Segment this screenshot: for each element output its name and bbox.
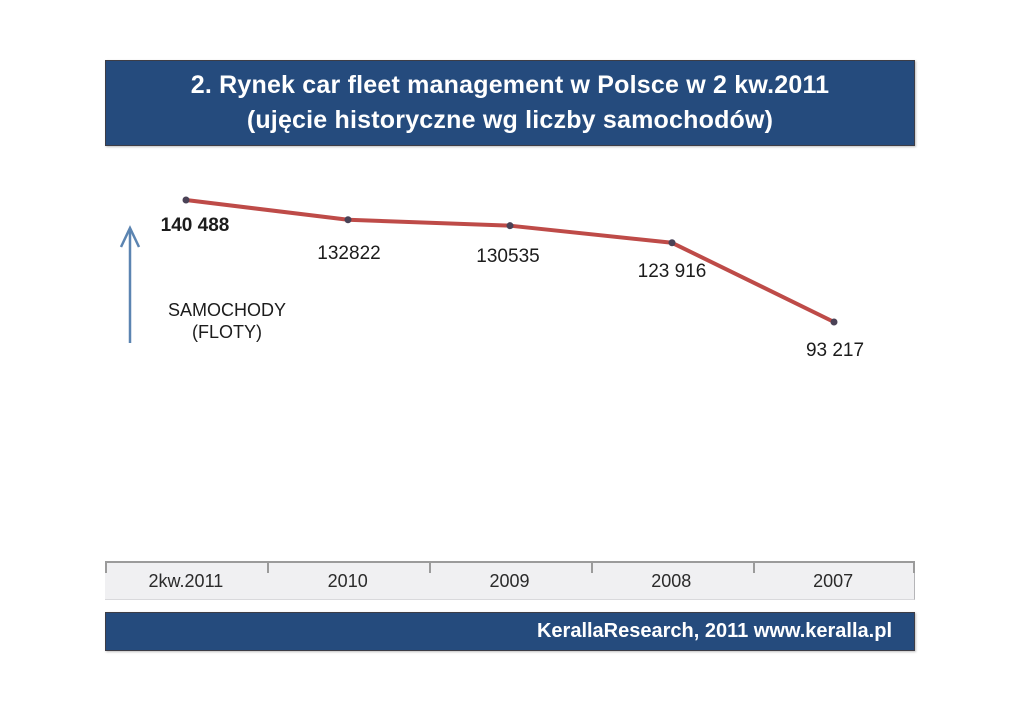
- x-axis-tick: [753, 561, 755, 573]
- data-point-value-label: 132822: [317, 242, 381, 264]
- x-axis-category-label: 2010: [327, 571, 368, 591]
- x-axis-tick: [267, 561, 269, 573]
- data-point-markers: [182, 196, 838, 326]
- x-axis-category-label: 2007: [813, 571, 854, 591]
- data-point-marker: [506, 222, 514, 230]
- slide-title-line-1: 2. Rynek car fleet management w Polsce w…: [190, 71, 830, 99]
- data-point-marker: [668, 239, 676, 247]
- slide-title-line-2: (ujęcie historyczne wg liczby samochodów…: [246, 106, 774, 134]
- footer-bar: KerallaResearch, 2011 www.keralla.pl: [105, 612, 915, 651]
- x-axis-band: 2kw.2011 2010 2009 2008 2007: [105, 561, 915, 600]
- data-point-value-label: 130535: [476, 245, 540, 267]
- data-point-value-label: 123 916: [637, 260, 707, 282]
- y-axis-arrow-icon: [119, 225, 141, 343]
- slide-title-bar: 2. Rynek car fleet management w Polsce w…: [105, 60, 915, 146]
- x-axis-category-label: 2009: [489, 571, 530, 591]
- x-axis-tick: [591, 561, 593, 573]
- data-point-marker: [830, 318, 838, 326]
- x-axis-category-label: 2kw.2011: [148, 571, 224, 591]
- data-point-marker: [182, 196, 190, 204]
- x-axis-tick: [913, 561, 915, 573]
- data-point-marker: [344, 216, 352, 224]
- y-axis-label: SAMOCHODY (FLOTY): [167, 300, 286, 342]
- x-axis-tick: [105, 561, 107, 573]
- data-point-value-label: 140 488: [160, 215, 230, 236]
- data-point-value-label: 93 217: [805, 340, 865, 361]
- x-axis-category-label: 2008: [651, 571, 692, 591]
- footer-credit-text: KerallaResearch, 2011 www.keralla.pl: [536, 620, 892, 642]
- x-axis-tick: [429, 561, 431, 573]
